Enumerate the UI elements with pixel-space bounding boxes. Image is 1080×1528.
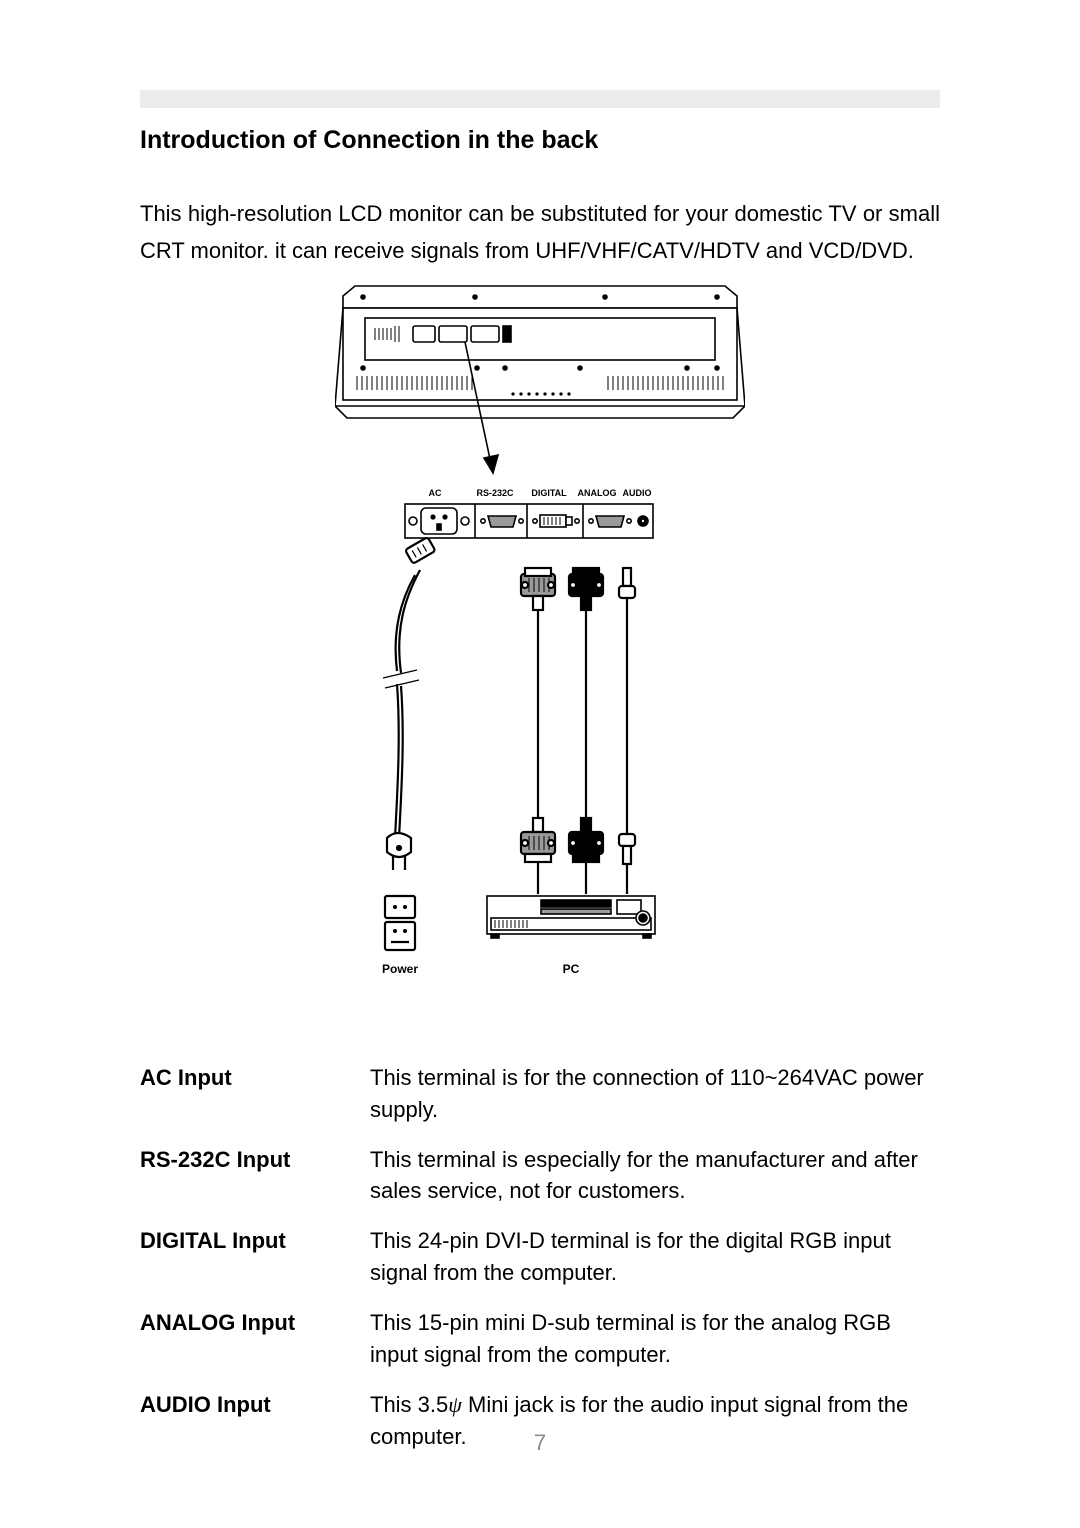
port-label-rs232c: RS-232C	[476, 488, 514, 498]
def-term: DIGITAL Input	[140, 1225, 370, 1289]
connection-diagram: AC RS-232C DIGITAL ANALOG AUDIO	[140, 278, 940, 1048]
monitor-back-icon	[335, 286, 745, 418]
def-desc: This 24-pin DVI-D terminal is for the di…	[370, 1225, 940, 1289]
def-term: ANALOG Input	[140, 1307, 370, 1371]
pc-cables-icon	[521, 568, 635, 894]
def-desc: This terminal is for the connection of 1…	[370, 1062, 940, 1126]
audio-jack-icon	[638, 516, 648, 526]
definition-list: AC Input This terminal is for the connec…	[140, 1062, 940, 1453]
intro-paragraph: This high-resolution LCD monitor can be …	[140, 195, 940, 270]
port-label-digital: DIGITAL	[531, 488, 567, 498]
def-row-rs232c: RS-232C Input This terminal is especiall…	[140, 1144, 940, 1208]
port-label-analog: ANALOG	[578, 488, 617, 498]
def-row-digital: DIGITAL Input This 24-pin DVI-D terminal…	[140, 1225, 940, 1289]
page-number: 7	[0, 1430, 1080, 1456]
def-row-analog: ANALOG Input This 15-pin mini D-sub term…	[140, 1307, 940, 1371]
vga-cable-icon	[569, 568, 603, 894]
dvi-port-icon	[533, 515, 579, 527]
def-term: RS-232C Input	[140, 1144, 370, 1208]
def-row-ac: AC Input This terminal is for the connec…	[140, 1062, 940, 1126]
dvi-cable-icon	[521, 568, 555, 894]
page-heading: Introduction of Connection in the back	[140, 126, 940, 155]
diagram-svg: AC RS-232C DIGITAL ANALOG AUDIO	[335, 278, 745, 1048]
port-label-audio: AUDIO	[623, 488, 652, 498]
label-pc: PC	[563, 962, 580, 976]
def-desc: This 15-pin mini D-sub terminal is for t…	[370, 1307, 940, 1371]
pc-icon	[487, 896, 655, 938]
def-term: AC Input	[140, 1062, 370, 1126]
header-band	[140, 90, 940, 108]
power-cable-icon	[383, 537, 436, 950]
audio-cable-icon	[619, 568, 635, 894]
port-labels: AC RS-232C DIGITAL ANALOG AUDIO	[429, 488, 652, 498]
def-desc: This terminal is especially for the manu…	[370, 1144, 940, 1208]
port-label-ac: AC	[429, 488, 442, 498]
phi-symbol: ψ	[448, 1392, 462, 1417]
label-power: Power	[382, 962, 418, 976]
document-page: Introduction of Connection in the back T…	[0, 0, 1080, 1528]
port-bar-icon	[405, 504, 653, 538]
